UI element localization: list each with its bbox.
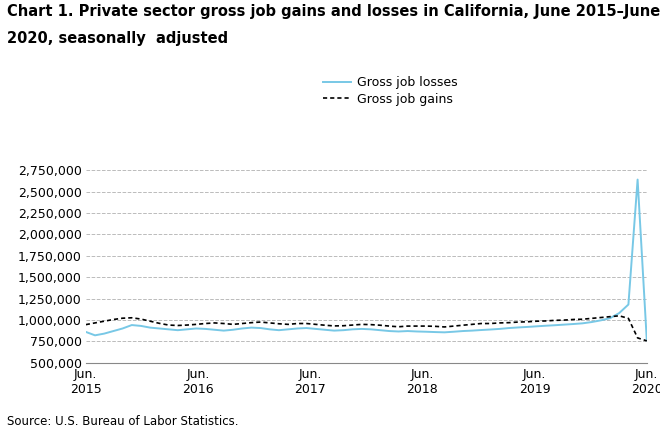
- Gross job gains: [570, 317, 578, 322]
- Gross job losses: [229, 327, 237, 333]
- Text: 2020, seasonally  adjusted: 2020, seasonally adjusted: [7, 31, 228, 45]
- Gross job losses: [634, 177, 642, 182]
- Gross job losses: [643, 338, 651, 343]
- Text: Source: U.S. Bureau of Labor Statistics.: Source: U.S. Bureau of Labor Statistics.: [7, 415, 238, 428]
- Text: Chart 1. Private sector gross job gains and losses in California, June 2015–June: Chart 1. Private sector gross job gains …: [7, 4, 660, 19]
- Line: Gross job gains: Gross job gains: [86, 316, 647, 341]
- Gross job losses: [82, 329, 90, 335]
- Line: Gross job losses: Gross job losses: [86, 180, 647, 340]
- Gross job gains: [128, 315, 136, 320]
- Gross job gains: [615, 313, 623, 319]
- Gross job gains: [358, 322, 366, 327]
- Gross job losses: [128, 323, 136, 328]
- Gross job losses: [422, 329, 430, 334]
- Gross job losses: [570, 321, 578, 326]
- Gross job losses: [192, 326, 200, 331]
- Legend: Gross job losses, Gross job gains: Gross job losses, Gross job gains: [323, 76, 457, 106]
- Gross job gains: [82, 322, 90, 327]
- Gross job gains: [192, 322, 200, 327]
- Gross job losses: [358, 326, 366, 332]
- Gross job gains: [229, 322, 237, 327]
- Gross job gains: [643, 338, 651, 343]
- Gross job gains: [422, 323, 430, 329]
